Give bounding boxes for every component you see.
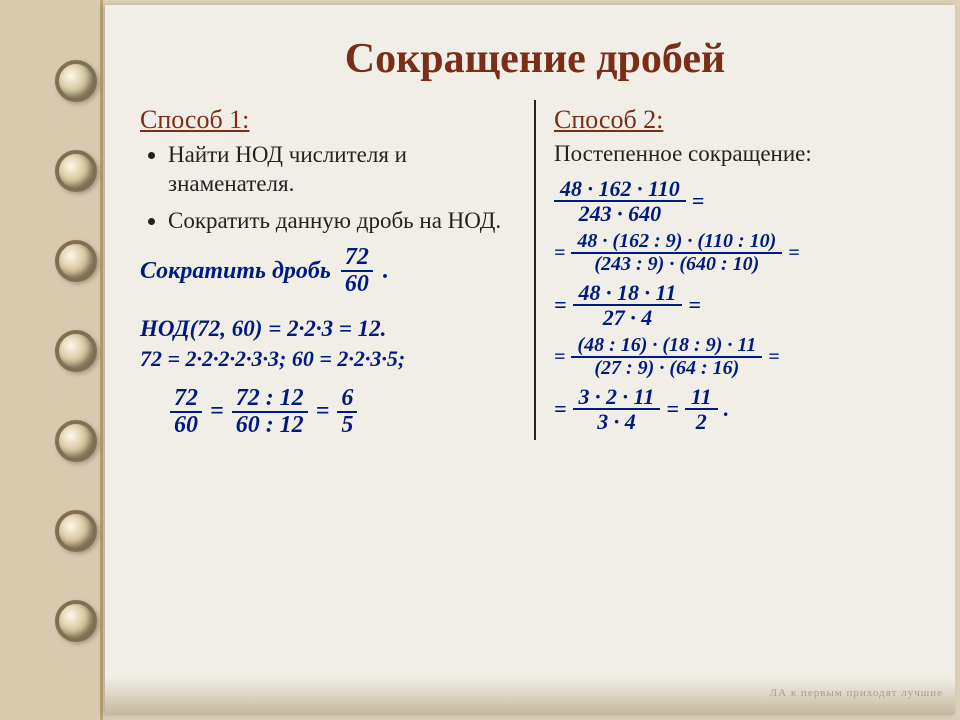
eq-sign: =	[788, 242, 799, 265]
frac-b: 72 : 12 60 : 12	[232, 386, 308, 438]
eq-line-3: = 48 · 18 · 11 27 · 4 =	[554, 281, 930, 329]
frac-1: 48 · 162 · 110 243 · 640	[554, 177, 686, 225]
eq-sign: =	[210, 398, 224, 425]
slide-area: Сокращение дробей Способ 1: Найти НОД чи…	[105, 5, 955, 715]
frac-5b: 11 2	[685, 385, 718, 433]
footer-watermark: ЛА к первым приходят лучшие	[105, 677, 955, 715]
task-dot: .	[383, 258, 389, 285]
frac-c: 6 5	[337, 386, 357, 438]
step-reduce: Сократить данную дробь на НОД.	[168, 207, 516, 236]
task-fraction: 72 60	[341, 245, 373, 297]
eq-sign: =	[768, 346, 779, 369]
eq-sign: =	[688, 292, 701, 318]
final-dot: .	[724, 396, 730, 422]
eq-line-2: = 48 · (162 : 9) · (110 : 10) (243 : 9) …	[554, 231, 930, 275]
binder-ring	[55, 420, 97, 462]
eq-line-1: 48 · 162 · 110 243 · 640 =	[554, 177, 930, 225]
step-gcd: Найти НОД числителя и знаменателя.	[168, 141, 516, 199]
slide-title: Сокращение дробей	[140, 35, 930, 83]
binder-ring	[55, 330, 97, 372]
task-line: Сократить дробь 72 60 .	[140, 245, 516, 297]
eq-line-5: = 3 · 2 · 11 3 · 4 = 11 2 .	[554, 385, 930, 433]
binder-ring	[55, 240, 97, 282]
frac-5a: 3 · 2 · 11 3 · 4	[573, 385, 661, 433]
result-equation: 72 60 = 72 : 12 60 : 12 = 6 5	[170, 386, 516, 438]
binder-ring	[55, 510, 97, 552]
method-2-column: Способ 2: Постепенное сокращение: 48 · 1…	[536, 105, 930, 440]
eq-sign: =	[554, 292, 567, 318]
frac-4: (48 : 16) · (18 : 9) · 11 (27 : 9) · (64…	[571, 335, 762, 379]
factorization: 72 = 2·2·2·2·3·3; 60 = 2·2·3·5;	[140, 346, 516, 372]
binder-ring	[55, 60, 97, 102]
method-2-subtitle: Постепенное сокращение:	[554, 141, 930, 167]
eq-line-4: = (48 : 16) · (18 : 9) · 11 (27 : 9) · (…	[554, 335, 930, 379]
binder-ring	[55, 150, 97, 192]
eq-sign: =	[554, 396, 567, 422]
binder-ring	[55, 600, 97, 642]
eq-sign: =	[554, 346, 565, 369]
task-text: Сократить дробь	[140, 258, 331, 285]
method-1-steps: Найти НОД числителя и знаменателя. Сокра…	[140, 141, 516, 235]
gcd-calc: НОД(72, 60) = 2·2·3 = 12.	[140, 316, 516, 342]
frac-a: 72 60	[170, 386, 202, 438]
eq-sign: =	[692, 188, 705, 214]
method-1-column: Способ 1: Найти НОД числителя и знаменат…	[140, 105, 534, 440]
eq-sign: =	[554, 242, 565, 265]
frac-2: 48 · (162 : 9) · (110 : 10) (243 : 9) · …	[571, 231, 782, 275]
frac-3: 48 · 18 · 11 27 · 4	[573, 281, 683, 329]
eq-sign: =	[666, 396, 679, 422]
method-1-label: Способ 1:	[140, 105, 516, 135]
method-2-label: Способ 2:	[554, 105, 930, 135]
eq-sign: =	[316, 398, 330, 425]
